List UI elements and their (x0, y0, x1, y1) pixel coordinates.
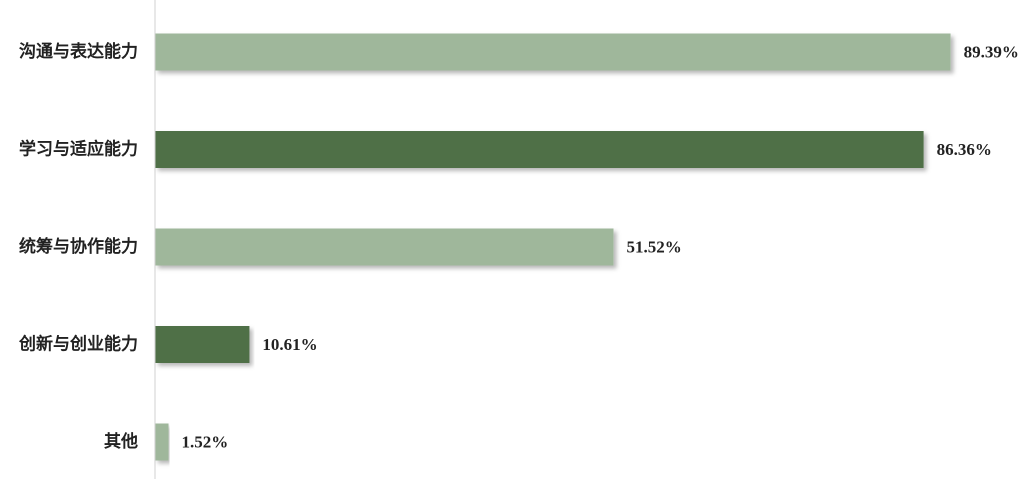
bar-4 (155, 423, 169, 461)
value-label-0: 89.39% (964, 43, 1019, 62)
bar-3 (155, 326, 250, 363)
category-label-4: 其他 (104, 431, 138, 452)
bar-0 (155, 33, 951, 71)
value-label-4: 1.52% (182, 433, 229, 452)
bar-2 (155, 228, 614, 266)
category-label-2: 统筹与协作能力 (19, 236, 138, 257)
value-label-1: 86.36% (937, 140, 992, 159)
labels-layer: 沟通与表达能力 89.39% 学习与适应能力 86.36% 统筹与协作能力 51.52% 创… (18, 41, 1019, 452)
category-label-0: 沟通与表达能力 (19, 41, 138, 62)
category-label-1: 学习与适应能力 (19, 139, 138, 160)
value-label-3: 10.61% (262, 335, 317, 354)
value-label-2: 51.52% (627, 238, 682, 257)
bar-1 (155, 131, 924, 168)
category-label-3: 创新与创业能力 (18, 334, 138, 355)
bars-layer (155, 33, 951, 461)
